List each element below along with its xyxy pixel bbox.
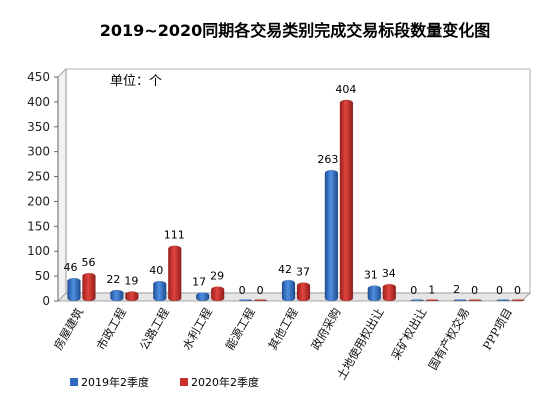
bar-series-1 xyxy=(367,285,382,302)
bar-series-2 xyxy=(125,291,139,302)
data-label: 404 xyxy=(335,83,356,96)
data-label: 0 xyxy=(410,284,417,297)
legend-label: 2019年2季度 xyxy=(81,375,149,389)
data-label: 111 xyxy=(164,229,185,242)
y-tick-label: 350 xyxy=(27,120,50,134)
y-tick-label: 100 xyxy=(27,244,50,258)
data-label: 0 xyxy=(239,284,246,297)
y-tick-label: 0 xyxy=(42,294,50,308)
bar-series-2 xyxy=(82,272,96,302)
x-tick-label: 能源工程 xyxy=(223,305,258,352)
legend-swatch xyxy=(180,378,188,386)
data-label: 19 xyxy=(124,275,138,288)
data-label: 31 xyxy=(364,269,378,282)
bar-series-1 xyxy=(496,299,510,302)
data-label: 0 xyxy=(496,284,503,297)
bar-series-2 xyxy=(339,99,354,302)
bar-series-1 xyxy=(195,292,210,302)
x-tick-label: 土地使用权出让 xyxy=(334,305,387,382)
unit-label: 单位：个 xyxy=(110,74,162,89)
bars xyxy=(67,99,525,302)
x-tick-label: PPP项目 xyxy=(480,306,515,353)
data-label: 37 xyxy=(296,266,310,279)
bar-series-1 xyxy=(238,299,253,302)
bar-series-1 xyxy=(324,169,339,302)
y-tick-label: 400 xyxy=(27,95,50,109)
bar-series-1 xyxy=(410,299,424,302)
data-label: 56 xyxy=(81,256,95,269)
y-tick-label: 200 xyxy=(27,194,50,208)
axes xyxy=(57,68,531,302)
x-tick-label: 市政工程 xyxy=(94,305,129,352)
bar-series-2 xyxy=(425,299,439,302)
bar-series-2 xyxy=(253,299,268,302)
chart-title: 2019~2020同期各交易类别完成交易标段数量变化图 xyxy=(100,21,490,40)
data-label: 22 xyxy=(106,273,120,286)
data-label: 46 xyxy=(63,261,77,274)
data-label: 29 xyxy=(210,270,224,283)
data-label: 263 xyxy=(317,153,338,166)
y-tick-label: 50 xyxy=(35,269,50,283)
x-tick-label: 其他工程 xyxy=(265,305,300,352)
data-label: 42 xyxy=(278,263,292,276)
y-tick-label: 150 xyxy=(27,219,50,233)
bar-series-1 xyxy=(453,299,467,302)
data-label: 0 xyxy=(471,284,478,297)
x-tick-label: 政府采购 xyxy=(308,306,343,353)
back-wall xyxy=(65,68,531,294)
y-tick-label: 300 xyxy=(27,145,50,159)
x-tick-label: 房屋建筑 xyxy=(51,305,86,352)
bar-series-2 xyxy=(296,282,311,302)
data-label: 40 xyxy=(149,264,163,277)
bar-series-1 xyxy=(153,280,167,302)
data-label: 1 xyxy=(428,284,435,297)
legend-label: 2020年2季度 xyxy=(191,375,259,389)
data-label: 17 xyxy=(192,276,206,289)
data-label: 2 xyxy=(453,283,460,296)
legend-swatch xyxy=(70,378,78,386)
y-axis-ticks: 0 50 100 150 200 250 300 350 400 450 xyxy=(27,70,58,308)
x-tick-label: 水利工程 xyxy=(180,305,215,352)
bar-series-2 xyxy=(511,299,525,302)
bar-series-2 xyxy=(382,283,397,302)
x-tick-label: 公路工程 xyxy=(137,305,172,352)
data-label: 0 xyxy=(514,284,521,297)
bar-series-1 xyxy=(110,289,124,302)
bar-series-2 xyxy=(168,245,182,302)
data-label: 0 xyxy=(257,284,264,297)
legend: 2019年2季度 2020年2季度 xyxy=(70,375,259,389)
x-tick-label: 采矿权出让 xyxy=(388,305,429,362)
bar-series-2 xyxy=(468,299,482,302)
y-tick-label: 250 xyxy=(27,170,50,184)
y-tick-label: 450 xyxy=(27,70,50,84)
bar-series-1 xyxy=(67,277,81,302)
data-label: 34 xyxy=(382,267,396,280)
x-tick-label: 国有产权交易 xyxy=(426,306,473,373)
bar-series-1 xyxy=(281,279,296,302)
bar-series-2 xyxy=(210,286,225,302)
